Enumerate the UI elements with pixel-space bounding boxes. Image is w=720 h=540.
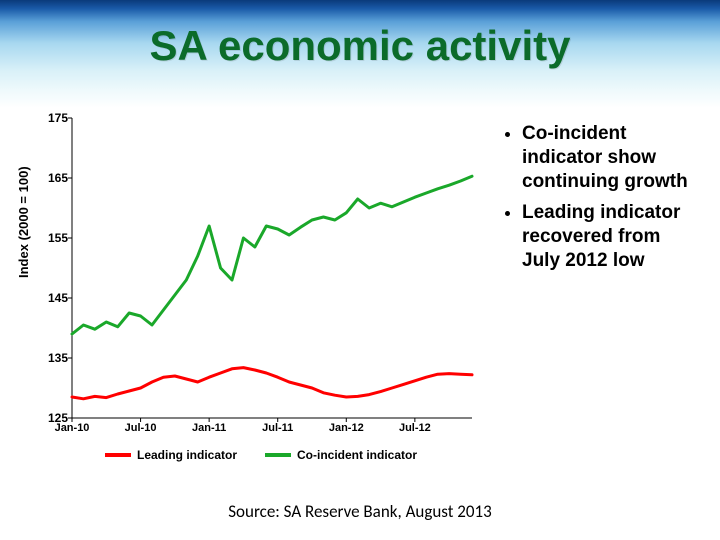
x-tick-label: Jan-11 <box>192 422 226 434</box>
bullet-item: Co-incident indicator show continuing gr… <box>522 122 700 193</box>
legend: Leading indicator Co-incident indicator <box>105 448 417 462</box>
legend-swatch <box>265 453 291 457</box>
source-text: Source: SA Reserve Bank, August 2013 <box>0 501 720 522</box>
header-band: SA economic activity <box>0 0 720 108</box>
x-tick-label: Jul-12 <box>399 422 431 434</box>
legend-item: Co-incident indicator <box>265 448 417 462</box>
y-tick-label: 165 <box>48 171 68 185</box>
x-ticks: Jan-10Jul-10Jan-11Jul-11Jan-12Jul-12 <box>72 422 472 438</box>
x-tick-label: Jan-12 <box>329 422 364 434</box>
y-tick-label: 135 <box>48 351 68 365</box>
series-line <box>72 368 472 399</box>
legend-label: Leading indicator <box>137 448 237 462</box>
y-tick-label: 175 <box>48 111 68 125</box>
x-tick-label: Jan-10 <box>55 422 90 434</box>
chart-svg <box>66 116 478 426</box>
legend-swatch <box>105 453 131 457</box>
legend-label: Co-incident indicator <box>297 448 417 462</box>
x-tick-label: Jul-10 <box>125 422 157 434</box>
series-line <box>72 176 472 334</box>
page-title: SA economic activity <box>0 0 720 70</box>
y-tick-label: 155 <box>48 231 68 245</box>
bullet-list: Co-incident indicator show continuing gr… <box>500 122 700 281</box>
y-axis-label: Index (2000 = 100) <box>16 166 31 278</box>
bullet-item: Leading indicator recovered from July 20… <box>522 201 700 272</box>
chart: Index (2000 = 100) 125135145155165175 Ja… <box>20 108 490 478</box>
plot-area <box>72 118 472 418</box>
y-tick-label: 145 <box>48 291 68 305</box>
legend-item: Leading indicator <box>105 448 237 462</box>
x-tick-label: Jul-11 <box>262 422 293 434</box>
content: Index (2000 = 100) 125135145155165175 Ja… <box>0 108 720 540</box>
